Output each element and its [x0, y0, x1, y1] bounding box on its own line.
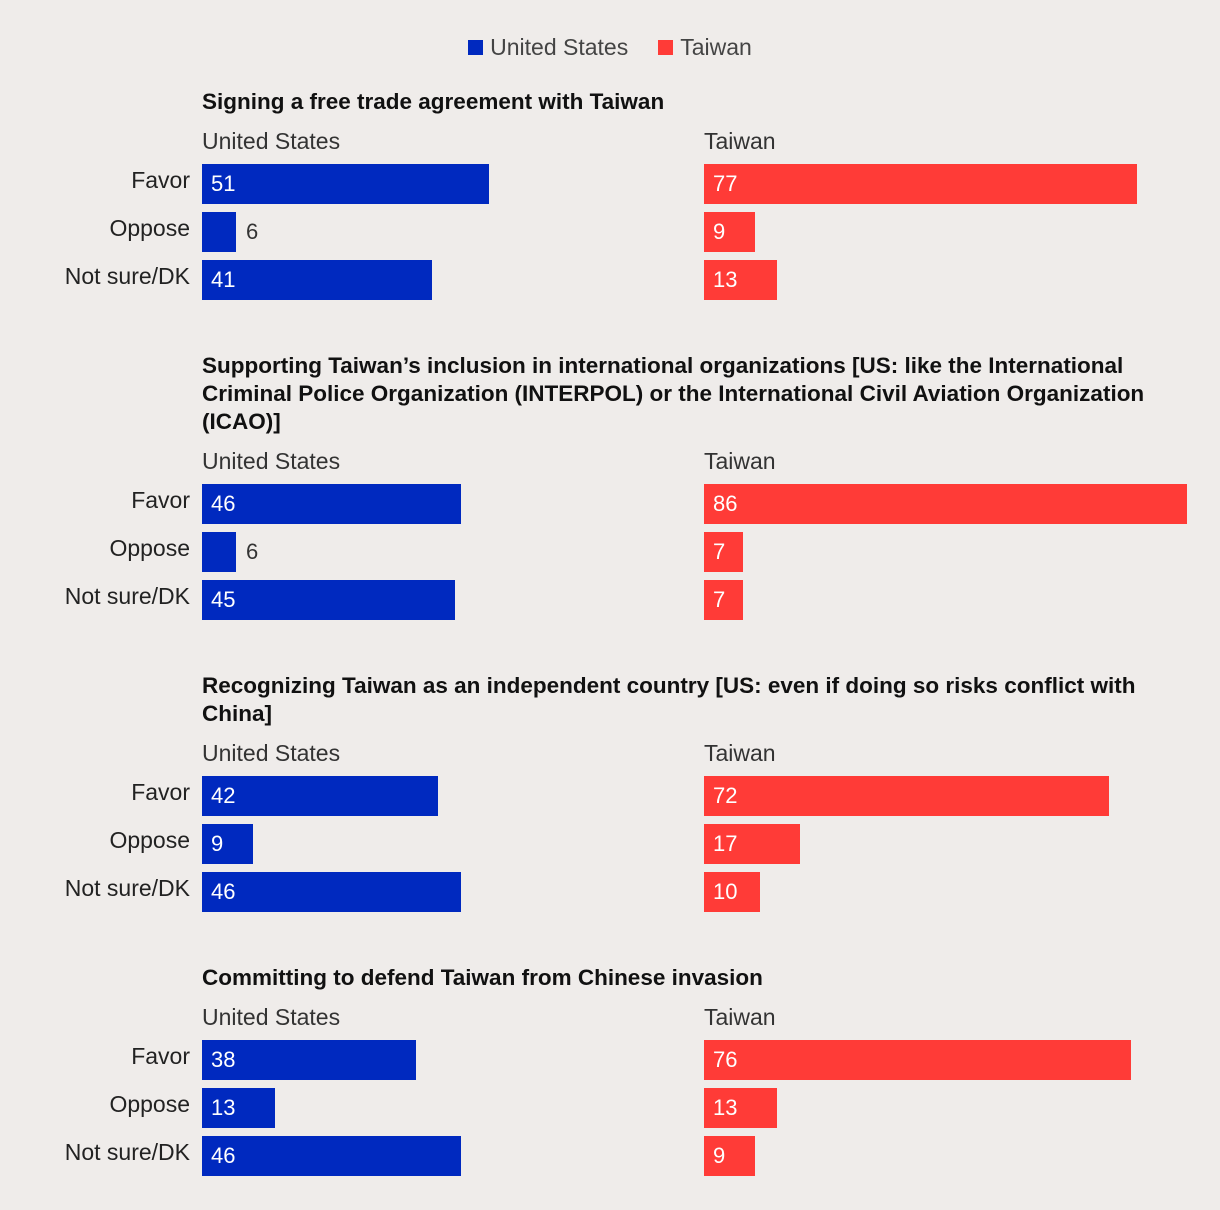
bar-united-states — [202, 260, 432, 300]
panel-title: Committing to defend Taiwan from Chinese… — [202, 965, 763, 990]
legend-item-united-states: United States — [468, 34, 628, 61]
category-label: Not sure/DK — [64, 263, 190, 289]
data-label: 7 — [713, 587, 726, 612]
data-label: 42 — [211, 783, 236, 808]
legend-swatch-taiwan — [658, 40, 674, 55]
data-label: 6 — [246, 539, 259, 564]
category-label: Favor — [131, 487, 190, 513]
bar-taiwan — [704, 580, 743, 620]
data-label: 7 — [713, 539, 726, 564]
column-header: United States — [202, 1004, 341, 1030]
column-header: United States — [202, 448, 341, 474]
data-label: 45 — [211, 587, 236, 612]
legend-label-taiwan: Taiwan — [680, 34, 752, 60]
panel-title: Supporting Taiwan’s inclusion in interna… — [202, 353, 1145, 434]
panel-title: Signing a free trade agreement with Taiw… — [202, 89, 665, 114]
category-label: Oppose — [109, 1091, 190, 1117]
category-label: Favor — [131, 779, 190, 805]
data-label: 46 — [211, 491, 236, 516]
bar-united-states — [202, 1088, 275, 1128]
bar-united-states — [202, 532, 236, 572]
bar-united-states — [202, 1040, 416, 1080]
data-label: 38 — [211, 1047, 236, 1072]
column-header: Taiwan — [704, 128, 776, 154]
data-label: 77 — [713, 171, 738, 196]
bar-united-states — [202, 580, 455, 620]
column-header: United States — [202, 128, 341, 154]
data-label: 9 — [713, 1143, 726, 1168]
category-label: Not sure/DK — [64, 1139, 190, 1165]
category-label: Not sure/DK — [64, 583, 190, 609]
bar-united-states — [202, 776, 438, 816]
data-label: 9 — [211, 831, 224, 856]
data-label: 86 — [713, 491, 738, 516]
legend: United States Taiwan — [0, 34, 1220, 61]
bar-taiwan — [704, 776, 1109, 816]
data-label: 13 — [713, 267, 738, 292]
category-label: Oppose — [109, 535, 190, 561]
bar-taiwan — [704, 260, 777, 300]
category-label: Not sure/DK — [64, 875, 190, 901]
bar-united-states — [202, 484, 461, 524]
category-label: Favor — [131, 167, 190, 193]
bar-united-states — [202, 872, 461, 912]
data-label: 17 — [713, 831, 738, 856]
bar-united-states — [202, 1136, 461, 1176]
column-header: United States — [202, 740, 341, 766]
data-label: 6 — [246, 219, 259, 244]
bar-taiwan — [704, 1040, 1131, 1080]
column-header: Taiwan — [704, 448, 776, 474]
column-header: Taiwan — [704, 1004, 776, 1030]
bar-taiwan — [704, 1088, 777, 1128]
category-label: Favor — [131, 1043, 190, 1069]
column-header: Taiwan — [704, 740, 776, 766]
data-label: 13 — [211, 1095, 236, 1120]
data-label: 46 — [211, 879, 236, 904]
bar-united-states — [202, 164, 489, 204]
bar-taiwan — [704, 164, 1137, 204]
category-label: Oppose — [109, 215, 190, 241]
bar-taiwan — [704, 872, 760, 912]
bar-taiwan — [704, 212, 755, 252]
panel-title: Recognizing Taiwan as an independent cou… — [202, 673, 1136, 726]
bar-taiwan — [704, 484, 1187, 524]
category-label: Oppose — [109, 827, 190, 853]
legend-item-taiwan: Taiwan — [658, 34, 752, 61]
legend-swatch-united-states — [468, 40, 484, 55]
data-label: 9 — [713, 219, 726, 244]
data-label: 41 — [211, 267, 236, 292]
data-label: 51 — [211, 171, 236, 196]
bar-taiwan — [704, 1136, 755, 1176]
data-label: 10 — [713, 879, 738, 904]
data-label: 76 — [713, 1047, 738, 1072]
bar-united-states — [202, 824, 253, 864]
data-label: 46 — [211, 1143, 236, 1168]
bar-taiwan — [704, 532, 743, 572]
data-label: 13 — [713, 1095, 738, 1120]
data-label: 72 — [713, 783, 738, 808]
bar-united-states — [202, 212, 236, 252]
legend-label-united-states: United States — [490, 34, 629, 60]
bar-taiwan — [704, 824, 800, 864]
